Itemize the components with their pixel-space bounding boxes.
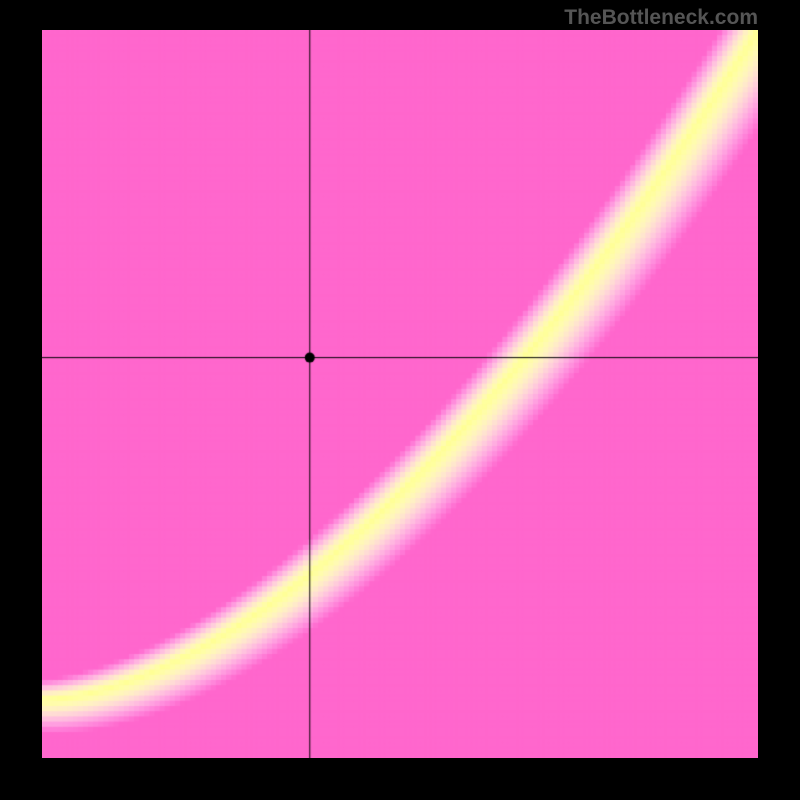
chart-container: TheBottleneck.com bbox=[0, 0, 800, 800]
watermark-text: TheBottleneck.com bbox=[564, 6, 758, 30]
bottleneck-heatmap bbox=[42, 30, 758, 758]
